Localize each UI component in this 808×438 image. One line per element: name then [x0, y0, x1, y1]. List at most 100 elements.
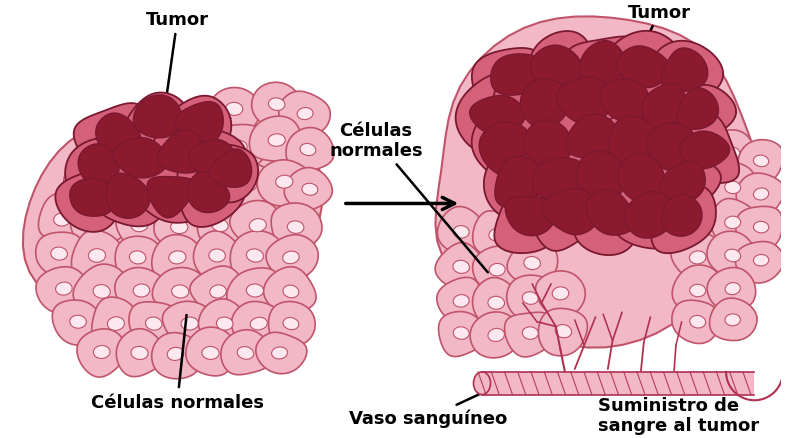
Polygon shape — [548, 66, 631, 141]
Ellipse shape — [689, 251, 706, 264]
Polygon shape — [736, 174, 785, 219]
Ellipse shape — [690, 285, 705, 297]
Polygon shape — [199, 299, 252, 346]
Polygon shape — [579, 42, 628, 91]
Ellipse shape — [725, 182, 741, 194]
Polygon shape — [158, 130, 205, 173]
Ellipse shape — [217, 318, 233, 330]
Polygon shape — [115, 268, 168, 313]
Ellipse shape — [202, 346, 219, 360]
Polygon shape — [189, 140, 236, 180]
Ellipse shape — [488, 297, 504, 310]
Ellipse shape — [725, 217, 741, 229]
Ellipse shape — [208, 249, 225, 262]
Polygon shape — [472, 107, 547, 184]
Polygon shape — [221, 330, 272, 375]
Ellipse shape — [302, 184, 318, 196]
Polygon shape — [671, 234, 723, 282]
Ellipse shape — [51, 247, 67, 261]
Polygon shape — [435, 243, 488, 288]
Polygon shape — [662, 49, 708, 92]
Ellipse shape — [276, 176, 292, 189]
Polygon shape — [186, 327, 234, 376]
Polygon shape — [617, 47, 671, 88]
Ellipse shape — [283, 251, 299, 264]
Ellipse shape — [246, 284, 263, 297]
Polygon shape — [566, 137, 643, 214]
Ellipse shape — [133, 284, 149, 297]
Ellipse shape — [230, 141, 247, 154]
Polygon shape — [484, 152, 553, 222]
Ellipse shape — [753, 188, 768, 201]
Ellipse shape — [524, 257, 541, 270]
Ellipse shape — [145, 317, 162, 330]
Polygon shape — [545, 103, 630, 170]
Ellipse shape — [129, 251, 146, 264]
Polygon shape — [677, 88, 718, 130]
Polygon shape — [598, 32, 684, 99]
Text: Células
normales: Células normales — [329, 121, 488, 273]
Polygon shape — [124, 93, 188, 147]
Polygon shape — [65, 138, 130, 203]
Polygon shape — [113, 138, 167, 179]
Polygon shape — [631, 72, 705, 145]
Polygon shape — [572, 176, 642, 255]
Polygon shape — [161, 96, 231, 153]
Ellipse shape — [169, 251, 186, 264]
Ellipse shape — [84, 178, 101, 192]
Polygon shape — [36, 267, 88, 314]
Polygon shape — [502, 101, 591, 178]
Polygon shape — [608, 117, 659, 166]
Polygon shape — [437, 278, 485, 324]
Polygon shape — [528, 32, 594, 101]
Polygon shape — [538, 309, 587, 356]
Polygon shape — [257, 160, 313, 206]
Polygon shape — [78, 145, 119, 187]
Polygon shape — [111, 168, 163, 215]
Ellipse shape — [725, 314, 740, 326]
Polygon shape — [707, 232, 756, 279]
Polygon shape — [106, 174, 150, 219]
Ellipse shape — [93, 285, 110, 299]
Ellipse shape — [210, 285, 226, 298]
Ellipse shape — [689, 184, 706, 196]
Polygon shape — [566, 115, 617, 159]
Ellipse shape — [283, 286, 299, 298]
Ellipse shape — [453, 327, 469, 339]
Polygon shape — [53, 300, 102, 345]
Ellipse shape — [453, 295, 469, 307]
Polygon shape — [153, 268, 209, 313]
Polygon shape — [639, 156, 721, 214]
Polygon shape — [531, 46, 583, 95]
Polygon shape — [95, 114, 141, 154]
Polygon shape — [279, 92, 330, 135]
Polygon shape — [71, 230, 124, 283]
Polygon shape — [116, 200, 166, 251]
Ellipse shape — [268, 134, 285, 147]
Ellipse shape — [107, 317, 124, 331]
Ellipse shape — [725, 250, 741, 262]
Polygon shape — [532, 159, 589, 198]
Polygon shape — [439, 312, 488, 357]
Polygon shape — [536, 271, 585, 318]
Polygon shape — [527, 138, 598, 210]
Ellipse shape — [167, 347, 183, 360]
Polygon shape — [672, 300, 720, 344]
Polygon shape — [152, 333, 202, 379]
Polygon shape — [209, 150, 251, 188]
Polygon shape — [436, 18, 762, 348]
Polygon shape — [493, 66, 575, 149]
Polygon shape — [129, 302, 179, 346]
Text: Vaso sanguíneo: Vaso sanguíneo — [349, 386, 507, 427]
Polygon shape — [473, 278, 524, 327]
Polygon shape — [469, 96, 525, 135]
Polygon shape — [176, 128, 246, 191]
Polygon shape — [251, 83, 301, 126]
Polygon shape — [638, 114, 701, 183]
Polygon shape — [268, 302, 315, 347]
Ellipse shape — [131, 346, 148, 360]
Polygon shape — [602, 140, 675, 215]
Text: Suministro de
sangre al tumor: Suministro de sangre al tumor — [599, 396, 760, 434]
Ellipse shape — [724, 148, 740, 160]
Polygon shape — [482, 372, 755, 395]
